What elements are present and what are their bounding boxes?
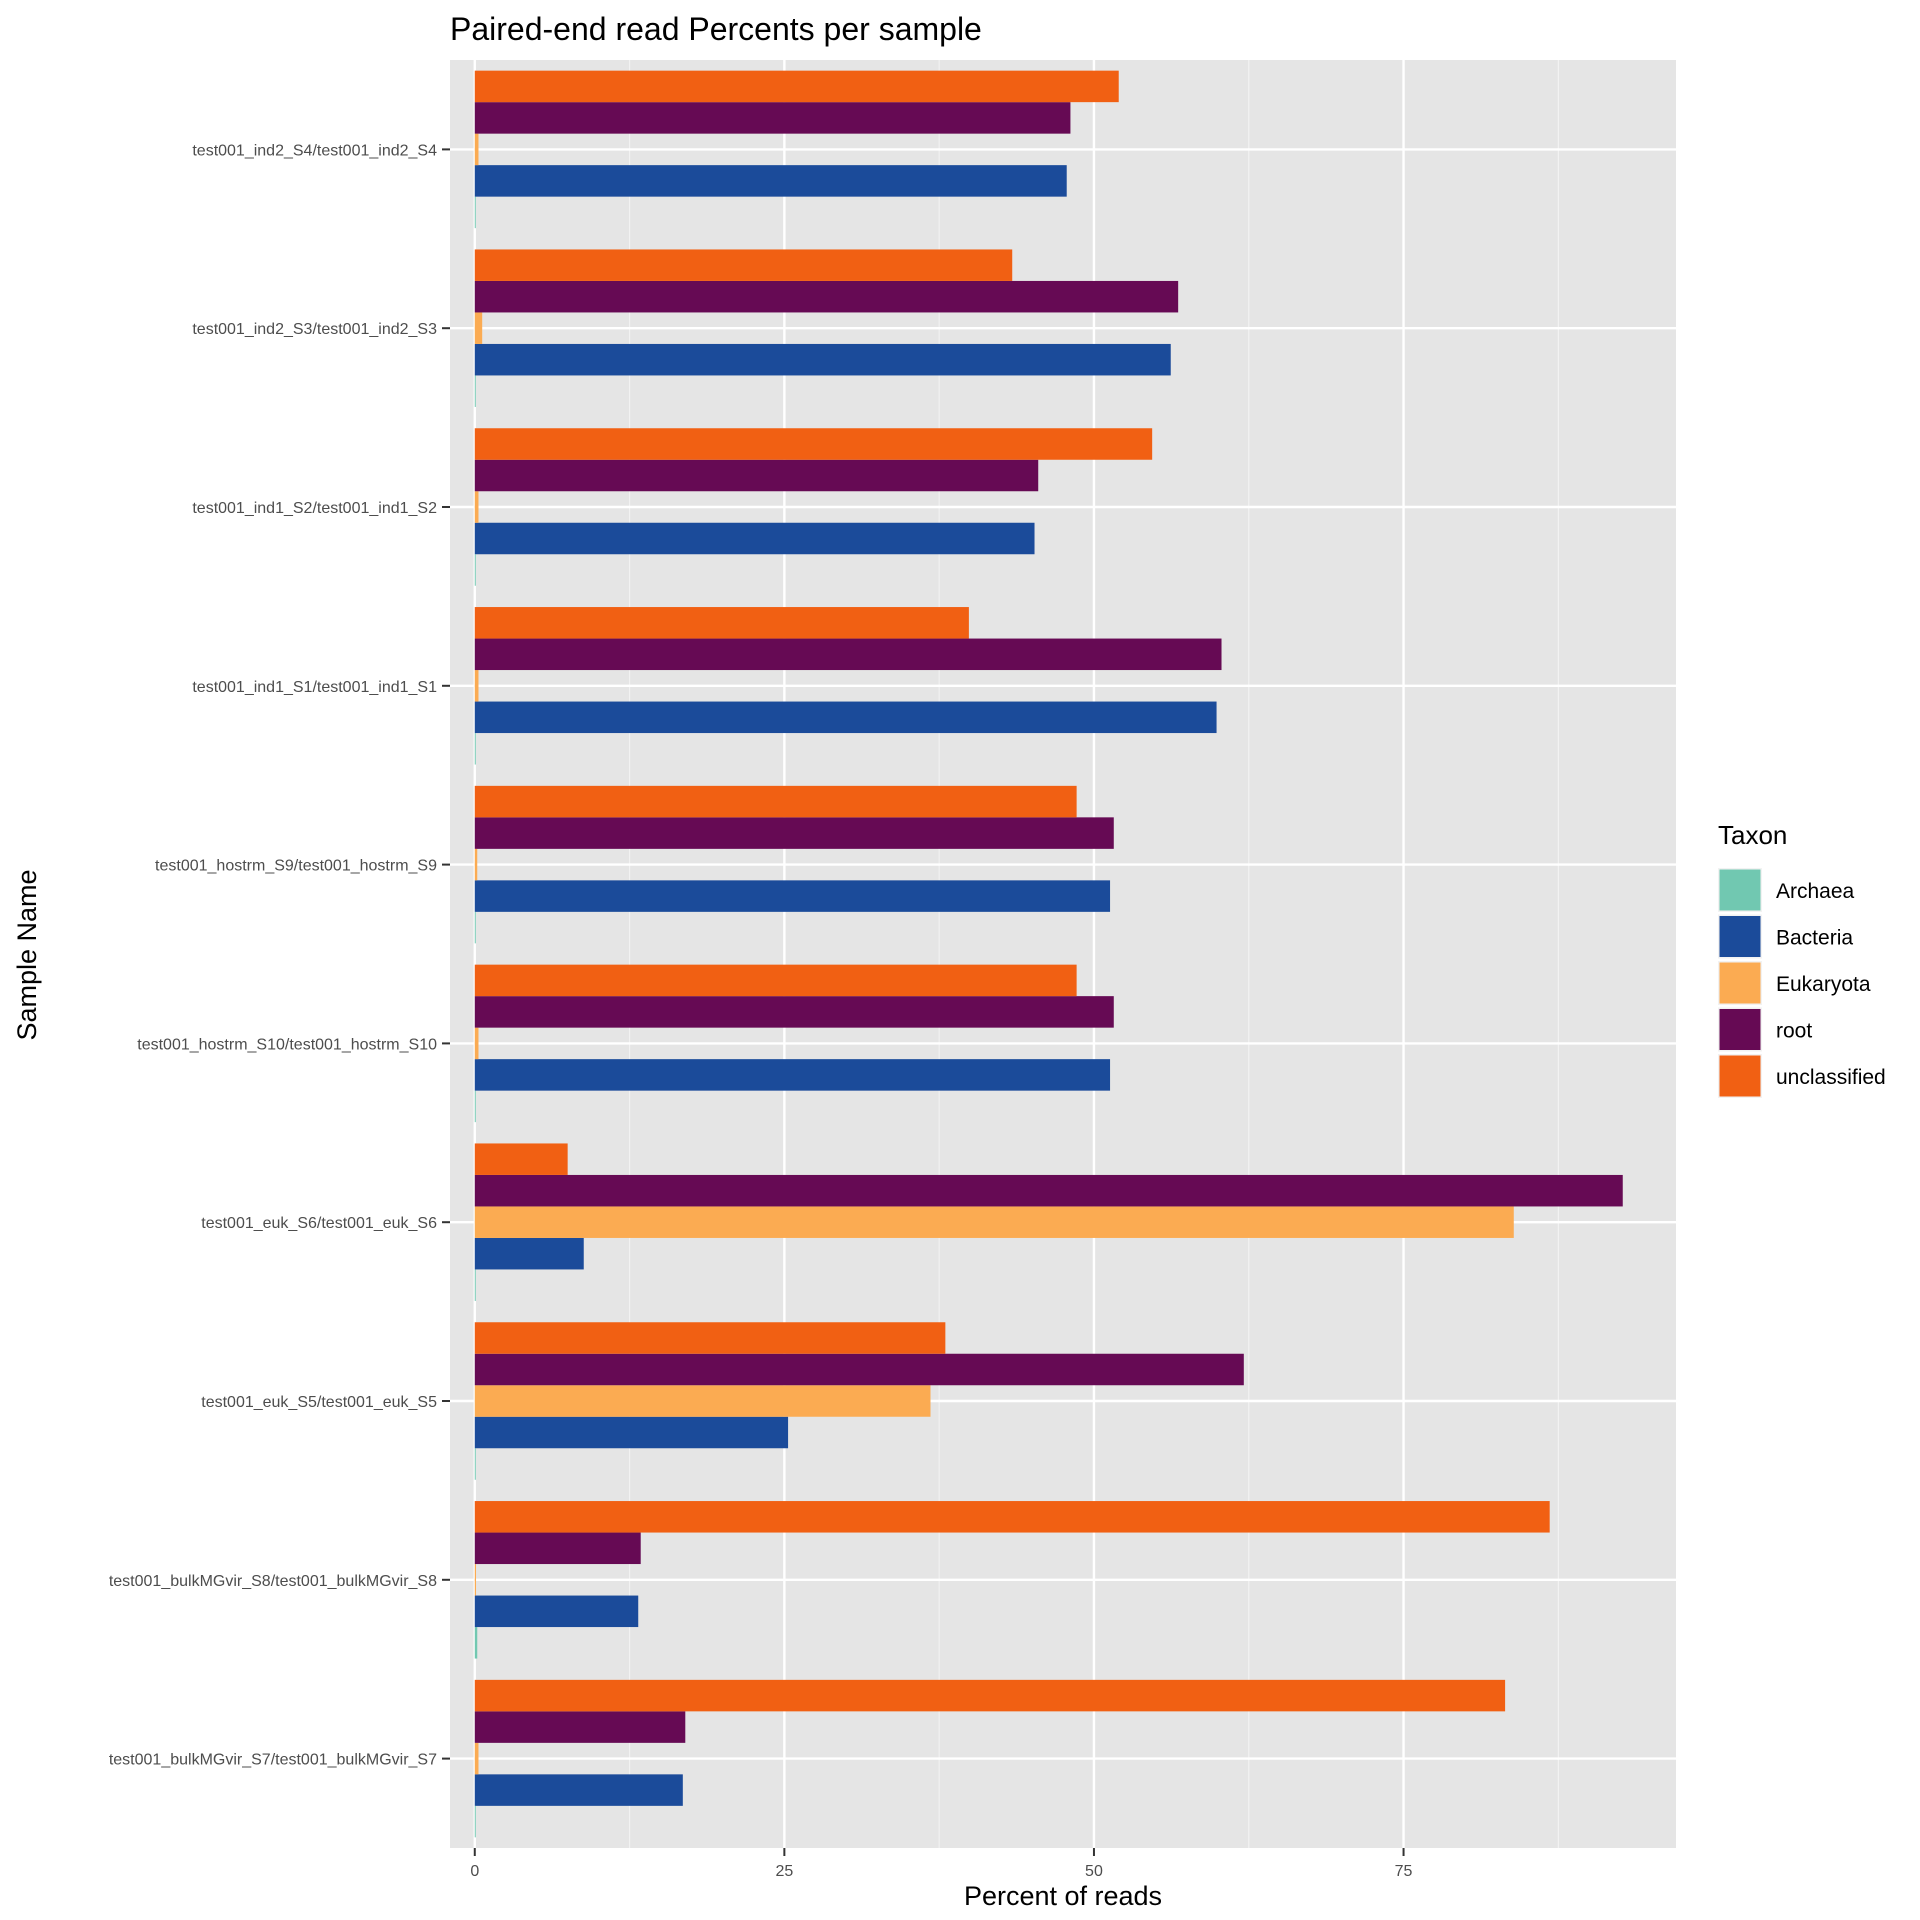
bar-unclassified: [474, 964, 1077, 997]
y-tick-label: test001_ind2_S3/test001_ind2_S3: [192, 321, 437, 338]
bar-unclassified: [474, 1501, 1550, 1533]
bar-archaea: [474, 554, 476, 586]
y-tick-label: test001_hostrm_S9/test001_hostrm_S9: [155, 858, 437, 875]
chart-title: Paired-end read Percents per sample: [450, 11, 982, 47]
legend-label-root: root: [1776, 1020, 1812, 1043]
bar-eukaryota: [474, 1742, 479, 1775]
legend-swatch-bacteria: [1719, 916, 1761, 957]
bar-unclassified: [474, 1322, 946, 1354]
bar-root: [474, 1711, 686, 1743]
bar-archaea: [474, 375, 476, 407]
bar-archaea: [474, 733, 476, 765]
legend-swatch-archaea: [1719, 869, 1761, 911]
legend-label-eukaryota: Eukaryota: [1776, 973, 1871, 996]
bar-unclassified: [474, 1679, 1506, 1712]
bar-bacteria: [474, 1774, 683, 1806]
bar-archaea: [474, 196, 476, 229]
y-axis: test001_ind2_S4/test001_ind2_S4 test001_i…: [109, 142, 450, 1769]
bar-eukaryota: [474, 133, 479, 166]
legend-label-unclassified: unclassified: [1776, 1066, 1886, 1089]
y-tick-label: test001_euk_S5/test001_euk_S5: [201, 1394, 437, 1411]
bar-eukaryota: [474, 312, 483, 344]
y-tick-label: test001_euk_S6/test001_euk_S6: [201, 1215, 437, 1232]
bar-bacteria: [474, 701, 1217, 734]
y-tick-label: test001_ind1_S2/test001_ind1_S2: [192, 500, 437, 517]
legend-label-bacteria: Bacteria: [1776, 927, 1853, 950]
y-tick-label: test001_hostrm_S10/test001_hostrm_S10: [137, 1036, 437, 1053]
bar-eukaryota: [474, 491, 479, 523]
bar-root: [474, 1174, 1623, 1207]
bar-eukaryota: [474, 848, 478, 881]
y-tick-label: test001_ind2_S4/test001_ind2_S4: [192, 142, 437, 159]
y-tick-label: test001_bulkMGvir_S8/test001_bulkMGvir_S…: [109, 1573, 437, 1590]
bar-bacteria: [474, 880, 1111, 912]
x-tick-label: 50: [1085, 1863, 1103, 1880]
bar-unclassified: [474, 70, 1119, 103]
bar-archaea: [474, 1090, 476, 1123]
legend-swatch-eukaryota: [1719, 962, 1761, 1004]
legend-swatch-unclassified: [1719, 1055, 1761, 1097]
bars-group: [474, 70, 1623, 1838]
x-axis: 0 25 50 75: [470, 1848, 1413, 1880]
legend-swatch-root: [1719, 1009, 1761, 1050]
bar-archaea: [474, 1805, 476, 1838]
bar-root: [474, 1532, 641, 1565]
bar-root: [474, 1353, 1244, 1386]
bar-unclassified: [474, 607, 969, 639]
bar-bacteria: [474, 165, 1067, 197]
bar-eukaryota: [474, 670, 479, 702]
y-axis-title: Sample Name: [12, 869, 42, 1040]
bar-archaea: [474, 1448, 476, 1480]
bar-archaea: [474, 911, 476, 944]
bar-unclassified: [474, 428, 1153, 460]
bar-root: [474, 638, 1222, 671]
bar-root: [474, 996, 1114, 1028]
bar-root: [474, 459, 1039, 492]
x-tick-label: 0: [470, 1863, 479, 1880]
bar-eukaryota: [474, 1206, 1514, 1238]
bar-bacteria: [474, 522, 1035, 555]
legend: Taxon Archaea Bacteria Eukaryota root unclas…: [1718, 820, 1886, 1098]
bar-root: [474, 280, 1179, 313]
bar-bacteria: [474, 343, 1171, 376]
legend-label-archaea: Archaea: [1776, 880, 1855, 903]
bar-bacteria: [474, 1237, 584, 1270]
bar-unclassified: [474, 785, 1077, 818]
y-tick-label: test001_bulkMGvir_S7/test001_bulkMGvir_S…: [109, 1752, 437, 1769]
bar-unclassified: [474, 1143, 568, 1175]
y-tick-label: test001_ind1_S1/test001_ind1_S1: [192, 679, 437, 696]
bar-root: [474, 817, 1114, 849]
bar-bacteria: [474, 1059, 1111, 1091]
legend-title: Taxon: [1718, 820, 1787, 850]
bar-eukaryota: [474, 1564, 477, 1596]
x-tick-label: 75: [1395, 1863, 1413, 1880]
x-tick-label: 25: [775, 1863, 793, 1880]
bar-archaea: [474, 1269, 476, 1301]
bar-unclassified: [474, 249, 1013, 281]
bar-bacteria: [474, 1595, 639, 1628]
bar-root: [474, 102, 1071, 134]
bar-bacteria: [474, 1416, 789, 1449]
bar-eukaryota: [474, 1385, 931, 1417]
bar-archaea: [474, 1627, 478, 1659]
bar-eukaryota: [474, 1027, 479, 1060]
x-axis-title: Percent of reads: [964, 1881, 1162, 1911]
